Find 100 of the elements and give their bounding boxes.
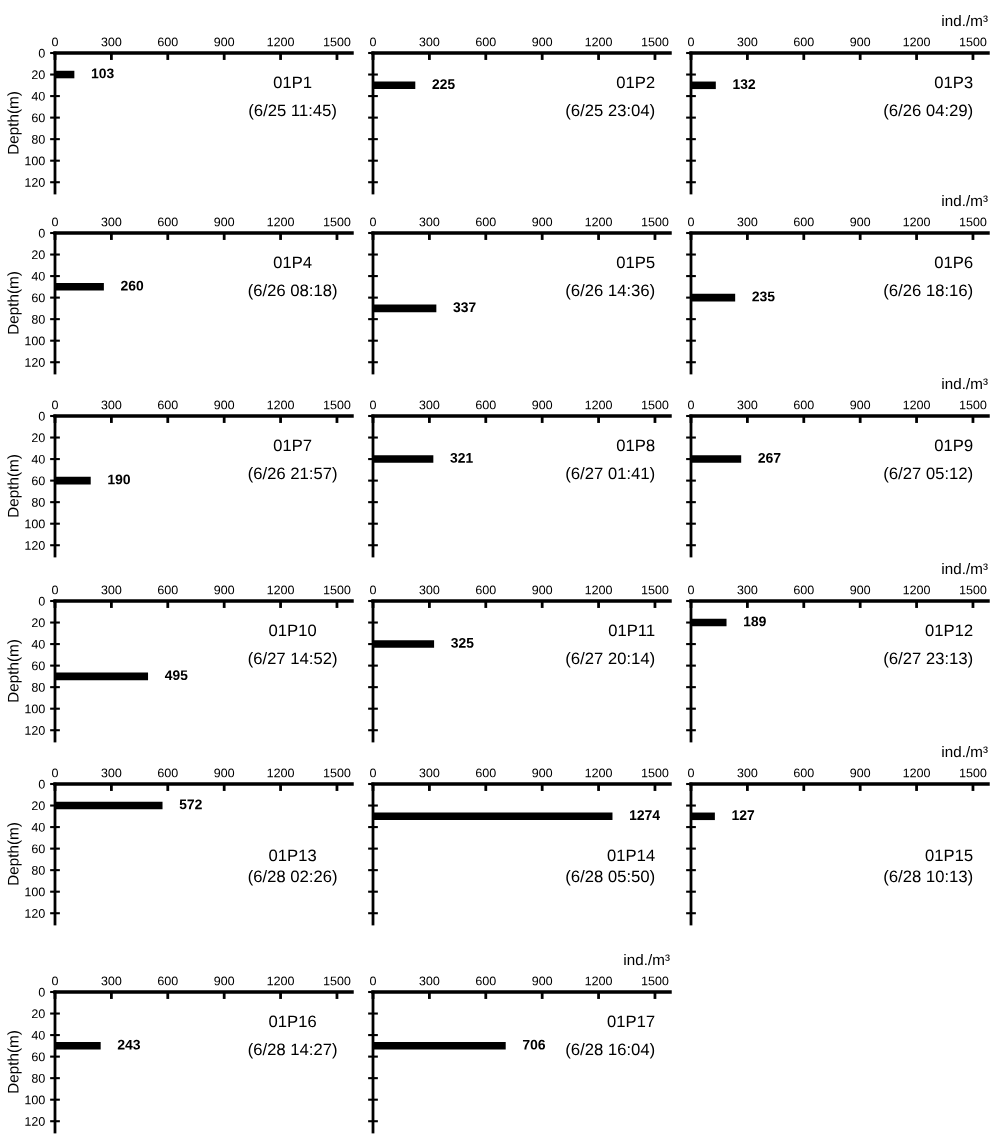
y-tick-label: 20 bbox=[32, 70, 45, 80]
y-tick-label: 60 bbox=[32, 293, 45, 303]
annotation: (6/28 05:50) bbox=[566, 870, 655, 886]
annotation: (6/27 01:41) bbox=[566, 467, 655, 483]
y-tick-label: 20 bbox=[32, 250, 45, 260]
annotation: (6/25 11:45) bbox=[249, 104, 336, 120]
x-tick-label: 300 bbox=[737, 768, 758, 778]
annotation: 01P17 bbox=[607, 1015, 655, 1028]
y-tick-label: 100 bbox=[25, 1095, 45, 1105]
x-tick-label: 1500 bbox=[642, 768, 669, 778]
x-tick-label: 1500 bbox=[324, 585, 351, 595]
x-tick-label: 900 bbox=[532, 585, 553, 595]
x-tick-label: 1200 bbox=[903, 400, 930, 410]
annotation: 01P4 bbox=[273, 256, 312, 269]
annotation: 01P14 bbox=[607, 849, 655, 862]
x-axis-title: ind./m³ bbox=[942, 194, 988, 207]
x-axis-title: ind./m³ bbox=[942, 377, 988, 390]
x-tick-label: 1500 bbox=[642, 976, 669, 986]
data-label: 321 bbox=[450, 452, 473, 463]
x-tick-label: 0 bbox=[52, 400, 58, 410]
x-tick-label: 1500 bbox=[960, 585, 987, 595]
x-tick-label: 1500 bbox=[960, 400, 987, 410]
x-tick-label: 900 bbox=[850, 768, 871, 778]
y-tick-label: 60 bbox=[32, 476, 45, 486]
data-label: 235 bbox=[752, 291, 775, 302]
annotation: (6/26 18:16) bbox=[884, 284, 973, 300]
x-tick-label: 600 bbox=[157, 37, 178, 47]
y-tick-label: 100 bbox=[25, 519, 45, 529]
x-tick-label: 900 bbox=[214, 768, 235, 778]
x-tick-label: 300 bbox=[737, 585, 758, 595]
annotation: (6/27 05:12) bbox=[884, 467, 973, 483]
x-tick-label: 1500 bbox=[642, 585, 669, 595]
y-tick-label: 100 bbox=[25, 156, 45, 166]
y-tick-label: 20 bbox=[32, 1009, 45, 1019]
x-tick-label: 0 bbox=[370, 976, 376, 986]
annotation: (6/26 14:36) bbox=[566, 284, 655, 300]
annotation: 01P16 bbox=[269, 1015, 316, 1028]
x-tick-label: 600 bbox=[475, 37, 496, 47]
x-tick-label: 0 bbox=[52, 976, 58, 986]
data-label: 325 bbox=[451, 637, 474, 648]
y-tick-label: 40 bbox=[31, 639, 45, 649]
data-label: 132 bbox=[733, 79, 756, 90]
x-tick-label: 1200 bbox=[903, 585, 930, 595]
x-tick-label: 1200 bbox=[585, 976, 612, 986]
y-axis-title: Depth(m) bbox=[7, 823, 22, 885]
y-tick-label: 80 bbox=[31, 314, 45, 324]
x-tick-label: 0 bbox=[52, 217, 58, 227]
x-tick-label: 300 bbox=[419, 585, 440, 595]
data-label: 103 bbox=[91, 68, 114, 79]
x-tick-label: 1500 bbox=[324, 400, 351, 410]
annotation: 01P7 bbox=[273, 439, 312, 452]
y-tick-label: 0 bbox=[38, 411, 45, 421]
y-tick-label: 0 bbox=[38, 987, 45, 997]
x-tick-label: 0 bbox=[688, 400, 694, 410]
data-label: 495 bbox=[164, 670, 188, 681]
x-tick-label: 1500 bbox=[324, 37, 351, 47]
data-label: 267 bbox=[758, 452, 781, 463]
x-tick-label: 0 bbox=[688, 585, 694, 595]
y-tick-label: 60 bbox=[32, 1052, 45, 1062]
annotation: 01P10 bbox=[269, 624, 317, 637]
x-tick-label: 1200 bbox=[267, 400, 294, 410]
x-tick-label: 1200 bbox=[903, 217, 930, 227]
x-axis-title: ind./m³ bbox=[942, 562, 988, 575]
x-tick-label: 1200 bbox=[267, 768, 294, 778]
x-tick-label: 0 bbox=[370, 217, 376, 227]
x-tick-label: 1500 bbox=[324, 976, 351, 986]
annotation: (6/26 04:29) bbox=[884, 104, 973, 120]
annotation: (6/28 02:26) bbox=[248, 870, 337, 886]
x-tick-label: 300 bbox=[737, 400, 758, 410]
x-tick-label: 600 bbox=[793, 37, 814, 47]
x-tick-label: 1200 bbox=[585, 585, 612, 595]
y-tick-label: 120 bbox=[25, 178, 45, 187]
annotation: 01P11 bbox=[608, 624, 655, 637]
x-tick-label: 900 bbox=[850, 217, 871, 227]
x-tick-label: 300 bbox=[101, 400, 122, 410]
y-tick-label: 0 bbox=[38, 48, 45, 58]
x-tick-label: 900 bbox=[532, 400, 553, 410]
x-tick-label: 300 bbox=[101, 976, 122, 986]
x-tick-label: 300 bbox=[101, 768, 122, 778]
y-tick-label: 100 bbox=[25, 887, 45, 897]
annotation: 01P8 bbox=[616, 439, 655, 452]
y-tick-label: 0 bbox=[38, 228, 45, 238]
x-tick-label: 300 bbox=[419, 976, 440, 986]
x-tick-label: 0 bbox=[52, 37, 58, 47]
x-tick-label: 600 bbox=[793, 217, 814, 227]
annotation: (6/28 10:13) bbox=[884, 870, 973, 886]
annotation: (6/28 16:04) bbox=[566, 1043, 655, 1059]
y-tick-label: 40 bbox=[31, 822, 45, 832]
annotation: 01P2 bbox=[616, 76, 655, 89]
annotation: (6/27 23:13) bbox=[884, 652, 973, 668]
x-tick-label: 600 bbox=[157, 768, 178, 778]
x-tick-label: 1200 bbox=[903, 37, 930, 47]
x-tick-label: 900 bbox=[214, 585, 235, 595]
x-tick-label: 300 bbox=[101, 37, 122, 47]
x-tick-label: 900 bbox=[532, 976, 553, 986]
x-tick-label: 1500 bbox=[324, 768, 351, 778]
annotation: (6/25 23:04) bbox=[566, 104, 655, 120]
x-tick-label: 1200 bbox=[267, 585, 294, 595]
y-axis-title: Depth(m) bbox=[7, 455, 22, 517]
annotation: 01P3 bbox=[934, 76, 973, 89]
